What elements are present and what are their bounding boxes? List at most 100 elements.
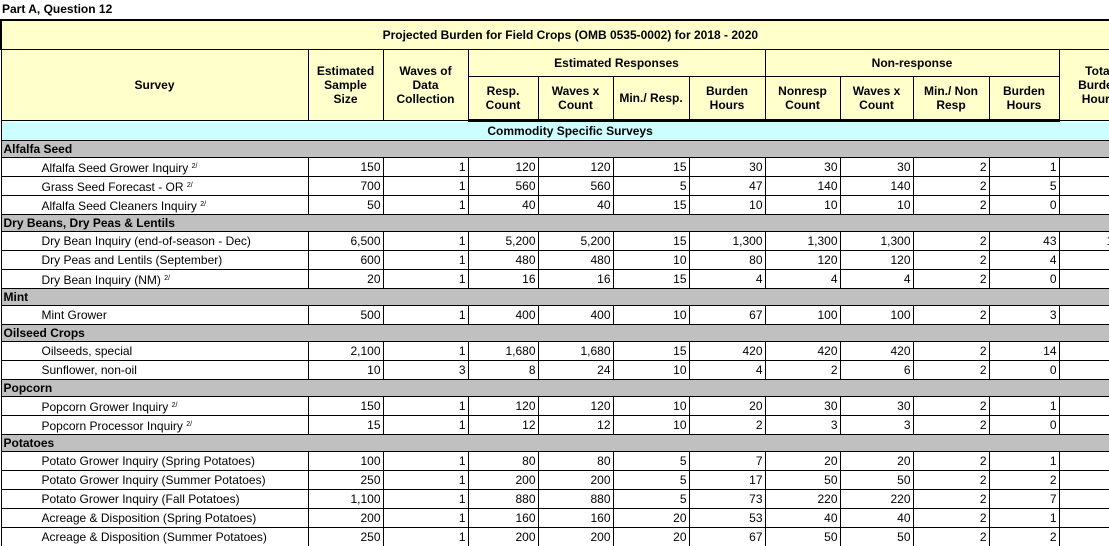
num-cell: 43 bbox=[988, 231, 1060, 251]
num-cell: 53 bbox=[688, 508, 766, 528]
col-header: Nonresp Count bbox=[764, 76, 841, 122]
num-cell: 20 bbox=[612, 508, 690, 528]
num-cell: 600 bbox=[307, 250, 384, 270]
survey-name: Oilseeds, special bbox=[41, 344, 133, 358]
group-name: Oilseed Crops bbox=[0, 324, 1109, 342]
num-cell: 0 bbox=[988, 415, 1060, 435]
num-cell: 2 bbox=[912, 360, 990, 380]
survey-cell: Popcorn Processor Inquiry 2/ bbox=[0, 415, 309, 435]
data-row: Mint Grower 500 1 400 400 10 67 100 100 2 3 bbox=[0, 305, 1109, 325]
num-cell: 100 bbox=[839, 305, 914, 325]
num-cell: 100 bbox=[307, 451, 384, 471]
num-cell: 40 bbox=[537, 195, 614, 215]
survey-name: Grass Seed Forecast - OR bbox=[41, 179, 184, 194]
num-cell: 20 bbox=[612, 527, 690, 546]
num-cell: 420 bbox=[688, 341, 766, 361]
survey-name: Popcorn Grower Inquiry bbox=[41, 399, 169, 414]
group-name: Popcorn bbox=[0, 379, 1109, 397]
group-row: Popcorn bbox=[0, 379, 1109, 397]
num-cell: 880 bbox=[537, 489, 614, 509]
num-cell: 560 bbox=[537, 176, 614, 196]
footnote: 2/ bbox=[191, 162, 198, 170]
total-cell bbox=[1058, 360, 1109, 380]
data-row: Sunflower, non-oil 10 3 8 24 10 4 2 6 2 0 bbox=[0, 360, 1109, 380]
num-cell: 10 bbox=[612, 305, 690, 325]
num-cell: 420 bbox=[839, 341, 914, 361]
num-cell: 200 bbox=[537, 470, 614, 490]
num-cell: 4 bbox=[688, 269, 766, 289]
num-cell: 16 bbox=[537, 269, 614, 289]
num-cell: 20 bbox=[839, 451, 914, 471]
total-cell bbox=[1058, 489, 1109, 509]
survey-cell: Acreage & Disposition (Summer Potatoes) bbox=[0, 527, 309, 546]
num-cell: 20 bbox=[764, 451, 841, 471]
num-cell: 30 bbox=[764, 396, 841, 416]
survey-cell: Potato Grower Inquiry (Spring Potatoes) bbox=[0, 451, 309, 471]
group-name: Dry Beans, Dry Peas & Lentils bbox=[0, 214, 1109, 232]
num-cell: 1 bbox=[382, 195, 469, 215]
num-cell: 4 bbox=[688, 360, 766, 380]
total-cell bbox=[1058, 176, 1109, 196]
table-wrap: Projected Burden for Field Crops (OMB 05… bbox=[0, 19, 1109, 546]
num-cell: 1 bbox=[382, 451, 469, 471]
num-cell: 200 bbox=[467, 470, 539, 490]
num-cell: 150 bbox=[307, 396, 384, 416]
survey-name: Potato Grower Inquiry (Spring Potatoes) bbox=[41, 454, 255, 468]
footnote: 2/ bbox=[186, 181, 193, 189]
data-row: Oilseeds, special 2,100 1 1,680 1,680 15 420 42… bbox=[0, 341, 1109, 361]
num-cell: 560 bbox=[467, 176, 539, 196]
survey-cell: Alfalfa Seed Grower Inquiry 2/ bbox=[0, 157, 309, 177]
num-cell: 2 bbox=[912, 527, 990, 546]
total-cell bbox=[1058, 250, 1109, 270]
total-cell bbox=[1058, 415, 1109, 435]
num-cell: 24 bbox=[537, 360, 614, 380]
num-cell: 6 bbox=[839, 360, 914, 380]
num-cell: 50 bbox=[839, 470, 914, 490]
num-cell: 6,500 bbox=[307, 231, 384, 251]
num-cell: 5 bbox=[988, 176, 1060, 196]
num-cell: 2 bbox=[912, 176, 990, 196]
num-cell: 30 bbox=[688, 157, 766, 177]
group-name: Alfalfa Seed bbox=[0, 140, 1109, 158]
header-row: Resp. Count Waves x Count Min./ Resp. Burde… bbox=[1, 76, 1109, 122]
num-cell: 5 bbox=[612, 451, 690, 471]
survey-cell: Potato Grower Inquiry (Summer Potatoes) bbox=[0, 470, 309, 490]
total-cell bbox=[1058, 470, 1109, 490]
num-cell: 1 bbox=[382, 508, 469, 528]
survey-cell: Potato Grower Inquiry (Fall Potatoes) bbox=[0, 489, 309, 509]
num-cell: 1 bbox=[382, 176, 469, 196]
num-cell: 2 bbox=[912, 269, 990, 289]
num-cell: 2 bbox=[912, 231, 990, 251]
survey-cell: Alfalfa Seed Cleaners Inquiry 2/ bbox=[0, 195, 309, 215]
num-cell: 40 bbox=[467, 195, 539, 215]
group-row: Dry Beans, Dry Peas & Lentils bbox=[0, 214, 1109, 232]
num-cell: 10 bbox=[307, 360, 384, 380]
col-header: Waves x Count bbox=[537, 76, 614, 122]
data-row: Alfalfa Seed Grower Inquiry 2/150 1 120 120… bbox=[0, 157, 1109, 177]
data-row: Dry Bean Inquiry (end-of-season - Dec) 6,… bbox=[0, 231, 1109, 251]
col-header: Min./ Resp. bbox=[612, 76, 690, 122]
col-header: Estimated Sample Size bbox=[307, 49, 384, 121]
num-cell: 20 bbox=[307, 269, 384, 289]
data-row: Dry Bean Inquiry (NM) 2/20 1 16 16 15 4 4 4 2 0 bbox=[0, 269, 1109, 289]
num-cell: 2 bbox=[912, 157, 990, 177]
num-cell: 1 bbox=[382, 489, 469, 509]
num-cell: 100 bbox=[764, 305, 841, 325]
num-cell: 2 bbox=[912, 341, 990, 361]
num-cell: 2 bbox=[912, 396, 990, 416]
num-cell: 160 bbox=[537, 508, 614, 528]
num-cell: 120 bbox=[537, 396, 614, 416]
num-cell: 250 bbox=[307, 527, 384, 546]
num-cell: 30 bbox=[839, 396, 914, 416]
num-cell: 880 bbox=[467, 489, 539, 509]
num-cell: 50 bbox=[764, 527, 841, 546]
num-cell: 250 bbox=[307, 470, 384, 490]
num-cell: 1 bbox=[382, 527, 469, 546]
total-cell bbox=[1058, 508, 1109, 528]
title-row: Projected Burden for Field Crops (OMB 05… bbox=[0, 19, 1109, 50]
burden-table: Projected Burden for Field Crops (OMB 05… bbox=[0, 19, 1109, 546]
num-cell: 73 bbox=[688, 489, 766, 509]
num-cell: 1 bbox=[382, 396, 469, 416]
num-cell: 200 bbox=[537, 527, 614, 546]
